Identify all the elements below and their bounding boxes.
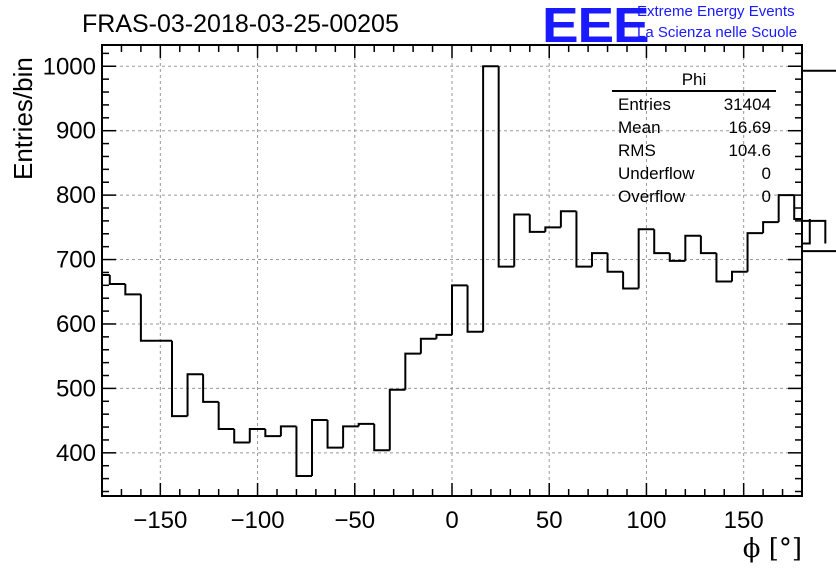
- chart-title: FRAS-03-2018-03-25-00205: [82, 10, 399, 38]
- histogram-bin: [668, 253, 686, 262]
- x-tick-label: 50: [536, 507, 563, 534]
- histogram-bin: [591, 252, 608, 267]
- histogram-bin: [279, 425, 297, 437]
- stats-label: Mean: [618, 118, 661, 137]
- histogram-bin: [311, 418, 328, 477]
- stats-row: Overflow 0: [612, 185, 776, 208]
- histogram-bin: [264, 428, 281, 438]
- histogram-bin: [777, 194, 795, 223]
- stats-header: Phi: [612, 70, 776, 92]
- histogram-bin: [419, 337, 437, 354]
- histogram-bin: [466, 285, 484, 333]
- histogram-bin: [802, 218, 811, 245]
- x-tick-label: 0: [445, 507, 458, 534]
- histogram-bin: [217, 401, 235, 430]
- stats-label: RMS: [618, 141, 656, 160]
- histogram-bin: [528, 214, 546, 233]
- stats-label: Entries: [618, 95, 671, 114]
- histogram-bin: [139, 294, 157, 342]
- histogram-bin: [124, 284, 141, 296]
- histogram-bin: [575, 211, 592, 268]
- histogram-bin: [653, 229, 670, 255]
- histogram-bin: [513, 213, 530, 267]
- histogram-bin: [451, 284, 468, 335]
- histogram-bin: [435, 333, 452, 339]
- histogram-bin: [802, 250, 836, 253]
- histogram-bin: [326, 419, 344, 449]
- y-tick-label: 600: [56, 311, 96, 338]
- x-tick-label: 100: [626, 507, 666, 534]
- histogram-bin: [606, 253, 624, 273]
- x-tick-label: 150: [724, 507, 764, 534]
- histogram-bin: [202, 374, 219, 403]
- logo-subtitle-2: La Scienza nelle Scuole: [637, 24, 798, 41]
- histogram-bin: [731, 270, 748, 282]
- histogram-bin: [108, 275, 126, 286]
- y-tick-label: 500: [56, 375, 96, 402]
- histogram-bin: [497, 66, 515, 268]
- stats-row: Mean 16.69: [612, 116, 776, 139]
- histogram-bin: [684, 234, 701, 261]
- stats-value: 31404: [723, 95, 771, 114]
- histogram-bin: [793, 195, 802, 220]
- histogram-bin: [357, 422, 375, 427]
- y-axis-label: Entries/bin: [8, 57, 38, 180]
- stats-value: 104.6: [728, 141, 771, 160]
- histogram-bin: [802, 69, 836, 72]
- histogram-bin: [622, 271, 639, 290]
- histogram-bin: [559, 210, 577, 228]
- stats-label: Overflow: [618, 187, 686, 206]
- histogram-bin: [171, 340, 188, 418]
- stats-value: 16.69: [728, 118, 771, 137]
- eee-logo: EEE: [542, 0, 650, 53]
- histogram-bin: [637, 228, 655, 289]
- histogram-bin: [482, 65, 499, 332]
- stats-value: 0: [761, 187, 771, 206]
- x-tick-label: −150: [133, 507, 187, 534]
- stats-row: Underflow 0: [612, 162, 776, 185]
- histogram-bin: [342, 425, 359, 448]
- y-tick-label: 900: [56, 118, 96, 145]
- y-tick-label: 1000: [43, 53, 96, 80]
- histogram-bin: [388, 388, 406, 451]
- x-tick-label: −100: [231, 507, 285, 534]
- stats-value: 0: [761, 164, 771, 183]
- histogram-bin: [699, 235, 717, 255]
- histogram-bin: [715, 253, 732, 283]
- histogram-bin: [544, 226, 561, 232]
- stats-row: Entries 31404: [612, 93, 776, 116]
- stats-label: Underflow: [618, 164, 695, 183]
- y-tick-label: 700: [56, 247, 96, 274]
- histogram-bin: [373, 423, 390, 452]
- x-axis-label: ϕ [°]: [742, 534, 802, 564]
- histogram-bin: [746, 232, 764, 272]
- histogram-bin: [404, 352, 421, 390]
- y-tick-label: 800: [56, 182, 96, 209]
- stats-box: Phi Entries 31404 Mean 16.69 RMS 104.6 Unde…: [612, 70, 776, 208]
- histogram-bin: [802, 219, 827, 244]
- stats-row: RMS 104.6: [612, 139, 776, 162]
- y-tick-label: 400: [56, 440, 96, 467]
- histogram-bin: [762, 221, 779, 234]
- histogram-bin: [233, 428, 250, 444]
- histogram-bin: [295, 426, 312, 478]
- histogram-bin: [248, 427, 266, 443]
- x-tick-label: −50: [334, 507, 375, 534]
- histogram-bin: [186, 373, 204, 417]
- logo-subtitle-1: Extreme Energy Events: [637, 3, 795, 20]
